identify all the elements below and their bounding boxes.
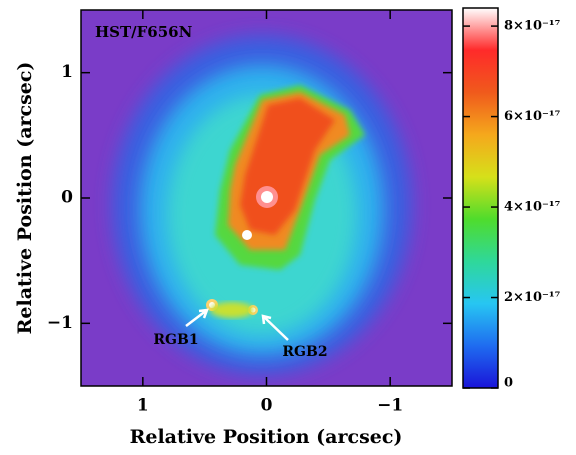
x-tick-label: −1	[377, 396, 403, 416]
x-tick-label: 1	[137, 396, 149, 416]
annotation: HST/F656N	[95, 23, 193, 41]
source-label: RGB1	[153, 332, 198, 348]
source-label: RGB2	[282, 344, 327, 360]
image	[81, 10, 452, 386]
colorbar-tick-label: 8×10⁻¹⁷	[504, 19, 561, 34]
x-axis-label: Relative Position (arcsec)	[130, 426, 403, 448]
colorbar	[462, 7, 499, 389]
colorbar-tick-label: 0	[504, 376, 513, 391]
arrow	[185, 308, 289, 341]
colorbar-tick-label: 4×10⁻¹⁷	[504, 200, 561, 215]
y-tick-label: 0	[61, 188, 73, 208]
y-tick-label: −1	[47, 313, 73, 333]
colorbar-tick-label: 2×10⁻¹⁷	[504, 290, 561, 305]
x-tick-label: 0	[261, 396, 273, 416]
y-axis-label: Relative Position (arcsec)	[14, 62, 36, 335]
y-tick-label: 1	[61, 62, 73, 82]
colorbar-tick-label: 6×10⁻¹⁷	[504, 109, 561, 124]
